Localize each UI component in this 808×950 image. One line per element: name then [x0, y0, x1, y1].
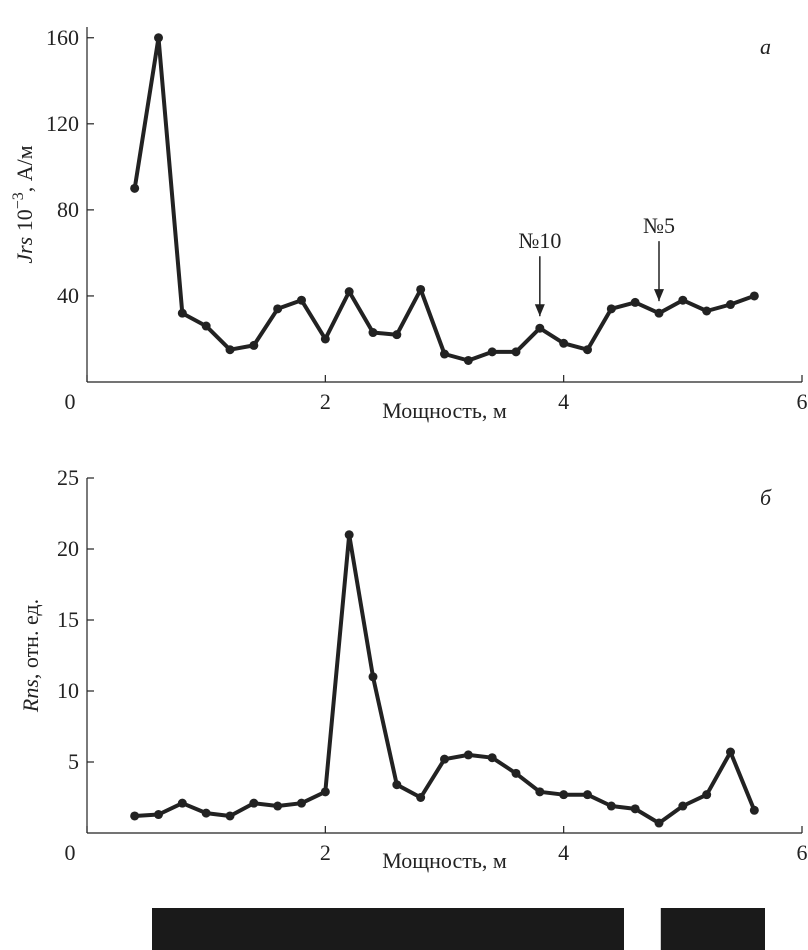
data-point: [702, 790, 712, 800]
annotation-arrowhead: [654, 289, 664, 302]
data-point: [583, 790, 592, 800]
data-point: [440, 754, 449, 764]
y-tick-label: 20: [57, 536, 79, 561]
data-point: [630, 804, 640, 814]
y-tick-label: 40: [57, 283, 79, 308]
y-tick-label: 5: [68, 749, 79, 774]
data-point: [749, 291, 759, 301]
data-point: [177, 308, 187, 318]
x-tick-label: 4: [558, 840, 569, 865]
panel-label: б: [760, 485, 772, 510]
data-point: [511, 768, 521, 778]
data-point: [702, 306, 712, 316]
data-point: [463, 750, 473, 760]
data-point: [344, 287, 354, 297]
series-line: [134, 532, 757, 826]
data-point: [654, 308, 664, 318]
data-point: [487, 347, 497, 357]
data-point: [630, 297, 640, 307]
annotation-arrowhead: [534, 304, 545, 317]
x-axis-label: Мощность, м: [382, 848, 507, 873]
x-tick-label: 0: [65, 389, 76, 414]
annotation-label: №10: [518, 228, 561, 253]
data-point: [559, 790, 569, 800]
y-tick-label: 80: [57, 197, 79, 222]
stratigraphy-segment: [152, 908, 625, 950]
data-point: [392, 330, 402, 340]
data-point: [344, 530, 354, 540]
y-tick-label: 160: [46, 25, 79, 50]
data-point: [416, 284, 426, 294]
data-point: [368, 328, 378, 338]
data-point: [749, 805, 759, 815]
panel-label: а: [760, 34, 771, 59]
annotation-label: №5: [643, 213, 675, 238]
data-point: [297, 295, 306, 305]
data-point: [726, 300, 735, 310]
data-point: [249, 798, 259, 808]
data-point: [463, 355, 473, 365]
x-tick-label: 6: [797, 389, 808, 414]
y-tick-label: 15: [57, 607, 79, 632]
x-tick-label: 2: [320, 840, 331, 865]
data-point: [249, 340, 259, 350]
data-point: [606, 801, 616, 811]
data-point: [320, 334, 330, 344]
data-point: [201, 321, 211, 331]
data-point: [177, 798, 187, 808]
data-point: [273, 801, 283, 811]
data-point: [606, 304, 616, 314]
data-point: [130, 183, 140, 193]
y-tick-label: 25: [57, 465, 79, 490]
stratigraphy-bar: [152, 908, 765, 950]
data-point: [535, 323, 545, 333]
panel-a: 0 2 4 6 40 80 120 160 Мощность, м Jrs 10−3, А/м а №…: [10, 25, 808, 423]
y-tick-label: 120: [46, 111, 79, 136]
y-tick-label: 10: [57, 678, 79, 703]
data-point: [678, 801, 688, 811]
data-point: [154, 810, 163, 820]
data-point: [487, 753, 497, 763]
data-point: [416, 793, 426, 802]
stratigraphy-segment: [660, 908, 765, 950]
data-point: [678, 295, 688, 305]
data-point: [392, 780, 402, 790]
y-axis-label: Rns, отн. ед.: [18, 599, 43, 713]
data-point: [368, 672, 378, 682]
data-point: [440, 349, 449, 359]
data-point: [201, 808, 211, 818]
y-axis-label: Jrs 10−3, А/м: [10, 145, 37, 263]
data-point: [297, 798, 306, 808]
data-point: [225, 345, 235, 355]
data-point: [225, 811, 235, 821]
stratigraphy-segment: [624, 908, 661, 950]
x-tick-label: 6: [797, 840, 808, 865]
data-point: [654, 818, 664, 828]
data-point: [511, 347, 521, 357]
x-tick-label: 0: [65, 840, 76, 865]
data-point: [583, 345, 592, 355]
data-point: [535, 787, 545, 797]
data-point: [726, 747, 735, 757]
data-point: [320, 787, 330, 797]
panel-b: 0 2 4 6 5 10 15 20 25 Мощность, м Rns, отн. ед. б: [18, 465, 808, 873]
x-tick-label: 4: [558, 389, 569, 414]
data-point: [130, 811, 140, 821]
x-axis-label: Мощность, м: [382, 398, 507, 423]
data-point: [273, 304, 283, 314]
data-point: [559, 338, 569, 348]
x-tick-label: 2: [320, 389, 331, 414]
data-point: [154, 33, 163, 43]
